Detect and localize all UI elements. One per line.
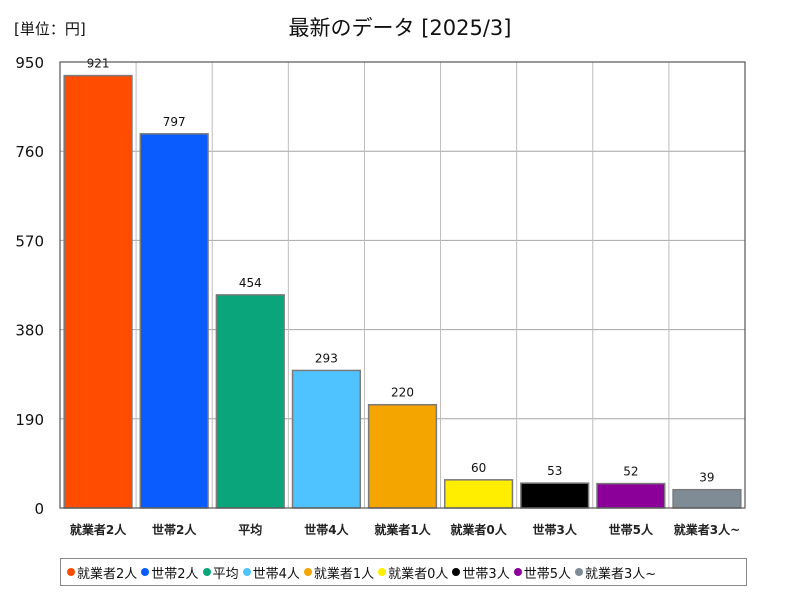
- bar: [291, 369, 362, 509]
- legend-label: 世帯4人: [252, 566, 300, 582]
- legend-swatch: [67, 568, 75, 576]
- x-tick-label: 平均: [238, 522, 262, 537]
- bar-value-label: 921: [87, 57, 110, 71]
- x-tick-label: 就業者2人: [70, 522, 127, 537]
- y-tick-label: 0: [34, 500, 44, 518]
- legend-item: 就業者3人~: [574, 563, 657, 582]
- bar: [443, 479, 514, 509]
- x-tick-label: 就業者3人~: [674, 522, 740, 537]
- legend-swatch: [452, 568, 461, 576]
- legend-label: 就業者3人~: [584, 566, 657, 582]
- y-tick-label: 570: [15, 232, 44, 250]
- x-tick-label: 就業者0人: [450, 522, 507, 537]
- legend-swatch: [378, 568, 387, 576]
- legend-item: 就業者2人: [67, 563, 137, 582]
- x-tick-label: 世帯2人: [152, 522, 197, 537]
- legend-item: 世帯4人: [242, 563, 300, 582]
- legend-swatch: [303, 568, 312, 576]
- legend-label: 世帯3人: [462, 566, 510, 582]
- bar-value-label: 220: [391, 386, 414, 400]
- bar-value-label: 797: [163, 115, 186, 129]
- bar: [596, 482, 666, 509]
- legend-item: 就業者1人: [303, 563, 375, 582]
- bar: [215, 294, 285, 509]
- y-tick-label: 380: [15, 322, 44, 340]
- bar: [139, 133, 209, 509]
- legend-item: 世帯3人: [452, 563, 510, 582]
- y-tick-label: 760: [15, 143, 44, 161]
- legend-item: 世帯2人: [141, 563, 199, 582]
- y-tick-label: 190: [15, 411, 44, 429]
- legend-label: 平均: [212, 566, 239, 582]
- legend-item: 平均: [202, 563, 239, 582]
- bar-value-label: 454: [239, 276, 262, 290]
- legend-item: 就業者0人: [378, 563, 448, 582]
- bar: [672, 488, 742, 509]
- chart-legend: 就業者2人 世帯2人 平均 世帯4人 就業者1人 就業者0人 世帯3人 世帯5人 就業者3人~: [60, 558, 747, 586]
- x-tick-label: 世帯4人: [304, 522, 349, 537]
- legend-swatch: [242, 568, 251, 576]
- x-tick-label: 就業者1人: [374, 522, 431, 537]
- legend-swatch: [513, 568, 522, 576]
- bar-value-label: 52: [623, 465, 638, 479]
- plot-border: [59, 61, 746, 509]
- legend-label: 就業者0人: [388, 566, 449, 582]
- bar-value-label: 293: [315, 351, 338, 365]
- x-tick-label: 世帯3人: [533, 522, 578, 537]
- legend-label: 就業者2人: [77, 566, 138, 582]
- legend-swatch: [202, 568, 211, 576]
- bar: [367, 403, 438, 509]
- chart-title: 最新のデータ [2025/3]: [288, 16, 512, 40]
- bar: [520, 482, 590, 509]
- y-tick-label: 950: [15, 54, 44, 72]
- bar: [63, 74, 133, 509]
- bar-chart: 0 190 380 570 760 950 921 就業者2人 797 世帯2人 454 平均 293 世…: [15, 54, 746, 537]
- legend-label: 世帯5人: [523, 566, 571, 582]
- x-tick-label: 世帯5人: [609, 522, 654, 537]
- legend-label: 世帯2人: [151, 566, 199, 582]
- legend-item: 世帯5人: [513, 563, 571, 582]
- unit-label: [単位：円]: [14, 20, 86, 38]
- legend-label: 就業者1人: [313, 566, 375, 582]
- bar-value-label: 53: [547, 464, 562, 478]
- legend-swatch: [574, 568, 583, 576]
- legend-swatch: [141, 568, 150, 576]
- bar-value-label: 60: [471, 461, 486, 475]
- bar-value-label: 39: [699, 471, 714, 485]
